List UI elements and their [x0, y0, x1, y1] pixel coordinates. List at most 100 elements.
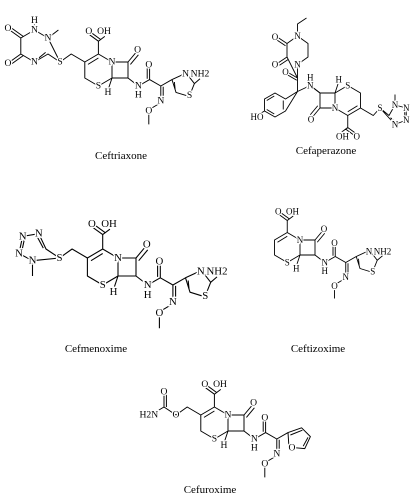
atom-label: H [322, 266, 329, 276]
bonds [59, 53, 86, 63]
atom-label: N [251, 434, 258, 445]
atom-label: O [275, 207, 282, 217]
atom-label: N [294, 59, 301, 69]
atom-label: O [155, 256, 163, 268]
atom-label: O [155, 307, 163, 319]
atom-label: S [96, 81, 101, 92]
atom-label: H [221, 440, 228, 451]
atom-label: O [261, 458, 268, 469]
molecule-name: Cefaperazone [296, 145, 357, 157]
atom-label: N [322, 258, 329, 268]
atom-label: N [169, 296, 177, 308]
atom-label: O [308, 114, 315, 124]
atom-label: O [331, 281, 338, 291]
atom-label: O [85, 26, 92, 37]
atom-label: N [366, 246, 373, 256]
atom-label: OH [213, 379, 227, 390]
atom-label: O [354, 132, 361, 142]
atom-label: NH2 [207, 266, 228, 278]
bonds [360, 94, 407, 125]
atom-label: O [250, 398, 257, 409]
atom-label: H [293, 264, 300, 274]
atom-label: N [403, 115, 410, 125]
atom-label: N [392, 120, 399, 130]
atom-label: S [202, 290, 208, 302]
atom-label: O [145, 105, 152, 116]
atom-label: S [212, 434, 217, 445]
atom-label: N [332, 103, 339, 113]
atom-label: NH2 [374, 246, 392, 256]
bonds [58, 248, 88, 259]
atom-label: N [15, 248, 23, 260]
atom-label: H2N [139, 410, 158, 421]
atom-label: N [197, 266, 205, 278]
atom-label: O [5, 58, 12, 69]
atom-label: S [377, 103, 382, 113]
atom-label: H [135, 89, 142, 100]
atom-label: O [321, 224, 328, 234]
atom-label: OH [336, 132, 349, 142]
atom-label: O [261, 413, 268, 424]
atom-label: S [57, 57, 62, 68]
atom-label: OH [101, 218, 117, 230]
atom-label: O [201, 379, 208, 390]
atom-label: O [161, 386, 168, 397]
atom-label: O [272, 32, 279, 42]
atom-label: H [105, 87, 112, 98]
atom-label: N [225, 410, 232, 421]
atom-label: HO [251, 112, 264, 122]
atom-label: S [100, 279, 106, 291]
atom-label: N [343, 272, 350, 282]
atom-label: O [282, 67, 289, 77]
atom-label: N [45, 33, 52, 44]
atom-label: N [144, 279, 152, 291]
atom-label: N [157, 96, 164, 107]
atom-label: O [331, 238, 338, 248]
atom-label: N [307, 81, 314, 91]
atom-label: N [31, 25, 38, 36]
atom-label: H [336, 75, 343, 85]
atom-label: N [135, 81, 142, 92]
atom-label: N [392, 100, 399, 110]
atom-label: S [345, 81, 350, 91]
atom-label: O [145, 60, 152, 71]
atom-label: O [5, 23, 12, 34]
atom-label: O [88, 218, 96, 230]
molecule-name: Cefuroxime [184, 484, 237, 496]
atom-label: S [370, 267, 375, 277]
atom-label: NH2 [191, 69, 210, 80]
atom-label: N [29, 255, 37, 267]
atom-label: S [285, 258, 290, 268]
molecule-name: Ceftriaxone [95, 150, 147, 162]
atom-label: H [31, 15, 38, 26]
molecule-name: Ceftizoxime [291, 343, 345, 355]
atom-label: O [143, 239, 151, 251]
atom-label: H [110, 286, 118, 298]
atom-label: H [144, 289, 152, 301]
atom-label: H [251, 442, 258, 453]
atom-label: O [134, 45, 141, 56]
atom-label: N [182, 69, 189, 80]
atom-label: S [187, 90, 192, 101]
atom-label: S [56, 252, 62, 264]
atom-label: O [289, 442, 296, 453]
atom-label: N [35, 228, 43, 240]
atom-label: O [173, 410, 180, 421]
bonds [175, 406, 202, 416]
molecule-name: Cefmenoxime [65, 343, 127, 355]
atom-label: N [31, 57, 38, 68]
atom-label: N [294, 31, 301, 41]
atom-label: OH [286, 207, 299, 217]
atom-label: N [19, 230, 27, 242]
atom-label: N [403, 103, 410, 113]
atom-label: H [307, 72, 314, 82]
atom-label: N [273, 449, 280, 460]
atom-label: OH [97, 26, 111, 37]
atom-label: O [272, 59, 279, 69]
atom-label: N [109, 57, 116, 68]
